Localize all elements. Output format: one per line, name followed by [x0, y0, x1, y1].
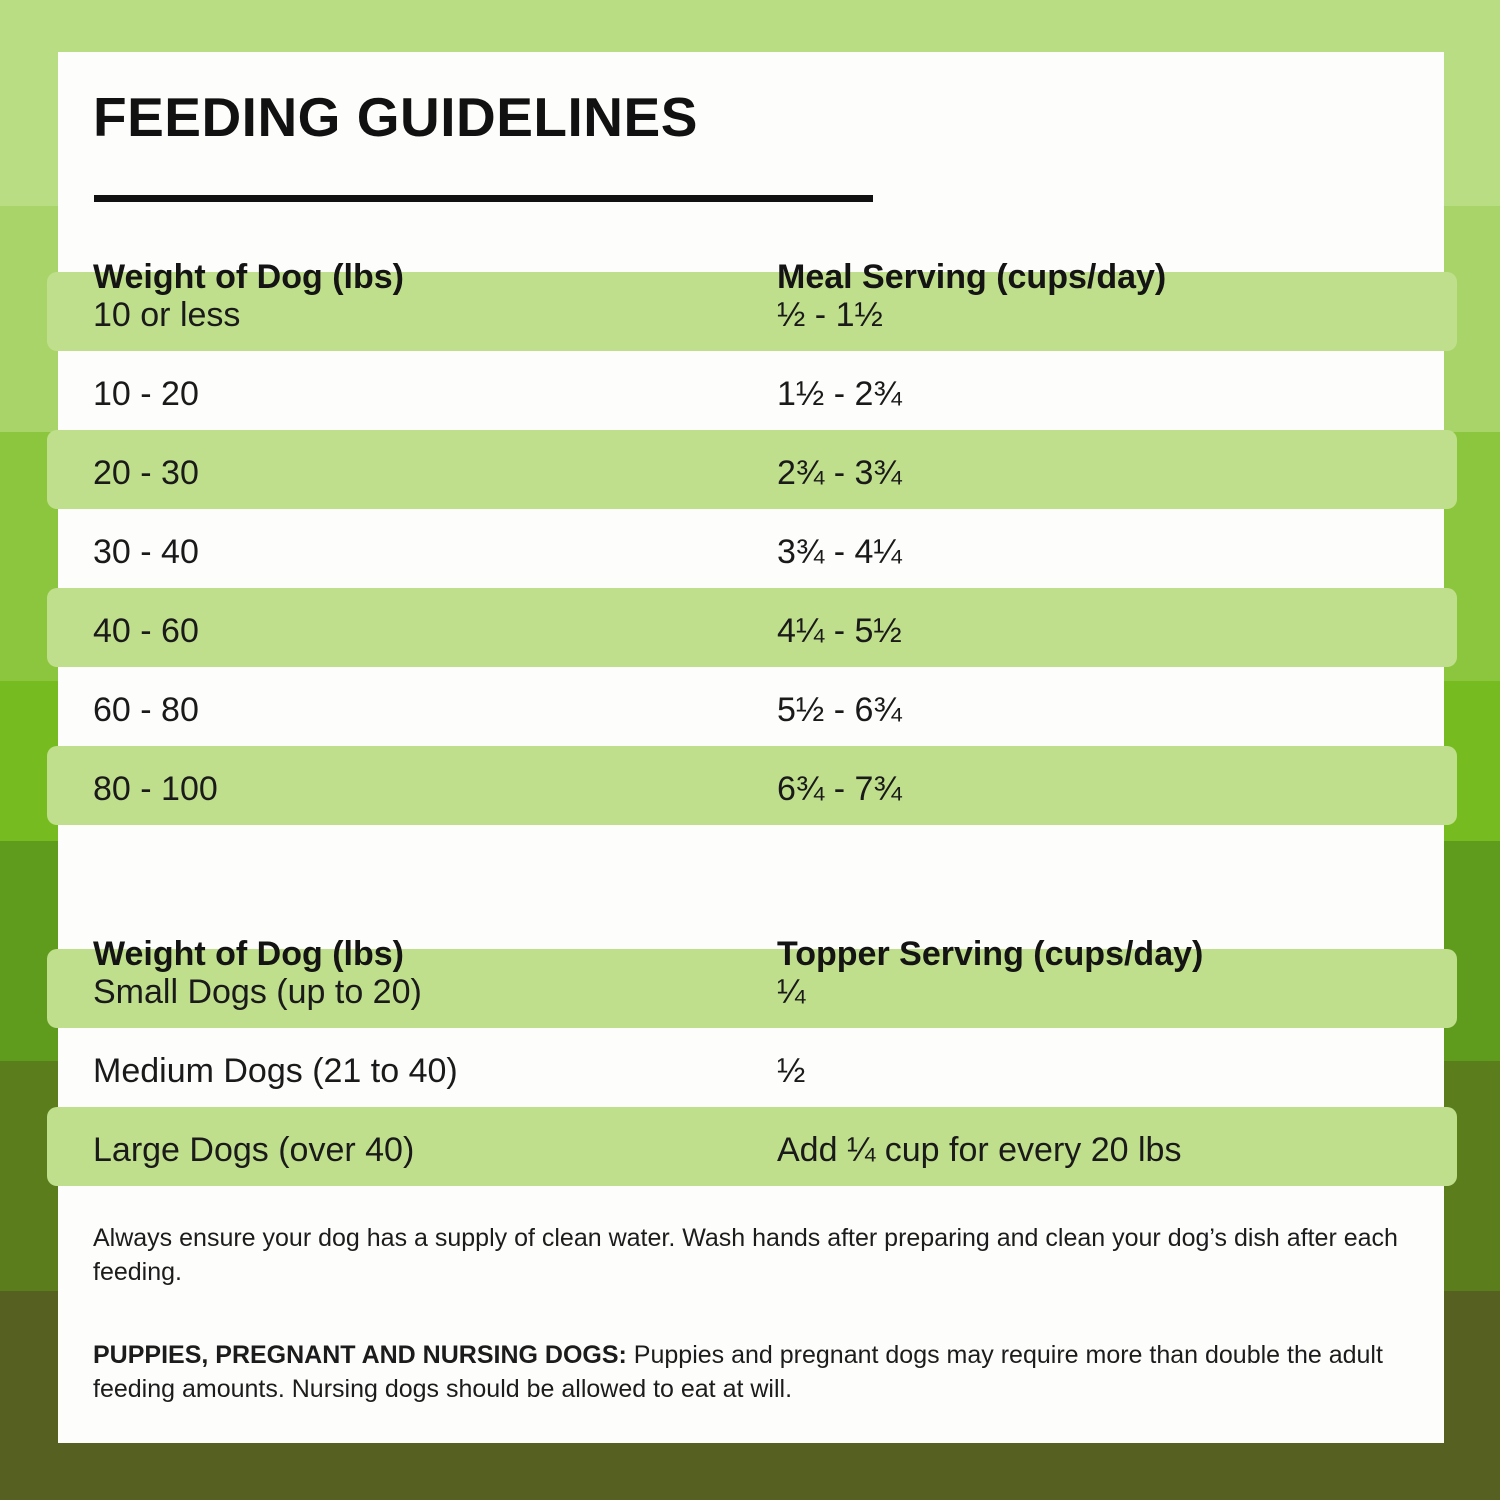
- meal-serving-cell: 5½ - 6¾: [777, 691, 902, 729]
- note-puppies-label: PUPPIES, PREGNANT AND NURSING DOGS:: [93, 1341, 627, 1369]
- meal-weight-cell: 30 - 40: [93, 533, 199, 571]
- meal-serving-cell: 4¼ - 5½: [777, 612, 902, 650]
- topper-weight-cell: Large Dogs (over 40): [93, 1131, 415, 1169]
- topper-table-header-weight: Weight of Dog (lbs): [93, 935, 404, 973]
- meal-table-header-serving: Meal Serving (cups/day): [777, 258, 1167, 296]
- meal-weight-cell: 10 or less: [93, 296, 241, 334]
- meal-weight-cell: 40 - 60: [93, 612, 199, 650]
- topper-serving-cell: ¼: [777, 973, 806, 1011]
- meal-serving-cell: 1½ - 2¾: [777, 375, 902, 413]
- topper-table-header-serving: Topper Serving (cups/day): [777, 935, 1204, 973]
- note-puppies-body: Puppies and pregnant dogs may require mo…: [93, 1341, 1383, 1403]
- note-clean-water: Always ensure your dog has a supply of c…: [93, 1224, 1398, 1286]
- meal-weight-cell: 20 - 30: [93, 454, 199, 492]
- meal-weight-cell: 80 - 100: [93, 770, 218, 808]
- meal-weight-cell: 10 - 20: [93, 375, 199, 413]
- feeding-guidelines-panel: FEEDING GUIDELINES Weight of Dog (lbs) M…: [58, 52, 1444, 1443]
- topper-weight-cell: Small Dogs (up to 20): [93, 973, 422, 1011]
- meal-serving-cell: 6¾ - 7¾: [777, 770, 902, 808]
- meal-weight-cell: 60 - 80: [93, 691, 199, 729]
- meal-table-header-weight: Weight of Dog (lbs): [93, 258, 404, 296]
- topper-serving-cell: ½: [777, 1052, 806, 1090]
- topper-weight-cell: Medium Dogs (21 to 40): [93, 1052, 458, 1090]
- topper-serving-cell: Add ¼ cup for every 20 lbs: [777, 1131, 1182, 1169]
- page-title: FEEDING GUIDELINES: [93, 86, 698, 148]
- note-puppies-pregnant-nursing: PUPPIES, PREGNANT AND NURSING DOGS: Pupp…: [93, 1339, 1413, 1407]
- title-underline: [94, 195, 873, 202]
- meal-serving-cell: 2¾ - 3¾: [777, 454, 902, 492]
- meal-serving-cell: ½ - 1½: [777, 296, 883, 334]
- meal-serving-cell: 3¾ - 4¼: [777, 533, 902, 571]
